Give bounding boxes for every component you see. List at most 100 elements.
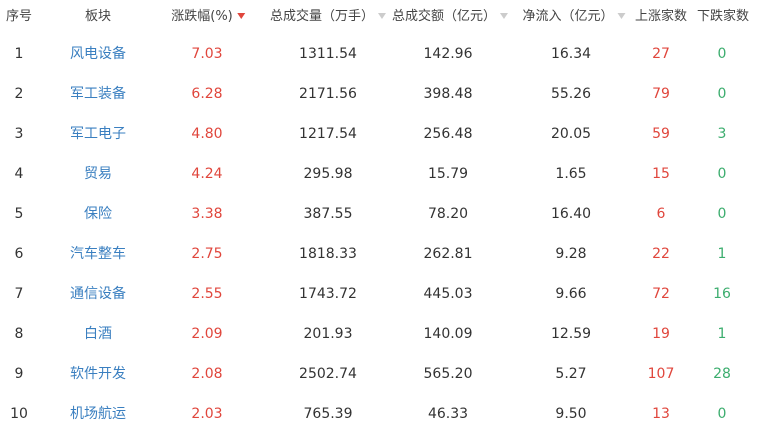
table-header: 序号 板块 涨跌幅(%) 总成交量（万手） 总成交额（亿元） 净流入（亿元） 上… [0, 0, 759, 40]
cell-volume: 765.39 [303, 406, 353, 422]
cell-inflow: 1.65 [555, 166, 587, 182]
cell-sector[interactable]: 保险 [84, 206, 112, 222]
cell-rank: 7 [14, 286, 24, 302]
cell-up-count: 72 [652, 286, 670, 302]
cell-rank: 6 [14, 246, 24, 262]
cell-sector[interactable]: 软件开发 [70, 366, 126, 382]
cell-change: 7.03 [191, 46, 223, 62]
header-rank: 序号 [5, 9, 33, 24]
table-row[interactable]: 8 白酒 2.09 201.93 140.09 12.59 19 1 [0, 314, 759, 354]
header-inflow[interactable]: 净流入（亿元） [522, 0, 626, 34]
cell-inflow: 55.26 [550, 86, 592, 102]
cell-sector[interactable]: 机场航运 [70, 406, 126, 422]
cell-sector[interactable]: 白酒 [84, 326, 112, 342]
cell-amount: 398.48 [423, 86, 473, 102]
cell-amount: 565.20 [423, 366, 473, 382]
table-row[interactable]: 10 机场航运 2.03 765.39 46.33 9.50 13 0 [0, 394, 759, 429]
cell-down-count: 0 [717, 86, 727, 102]
cell-up-count: 19 [652, 326, 670, 342]
cell-sector[interactable]: 军工电子 [70, 126, 126, 142]
cell-amount: 15.79 [427, 166, 469, 182]
header-down-count: 下跌家数 [696, 9, 750, 24]
cell-sector[interactable]: 风电设备 [70, 46, 126, 62]
cell-down-count: 16 [713, 286, 731, 302]
header-change-label: 涨跌幅(%) [171, 9, 233, 24]
cell-down-count: 0 [717, 46, 727, 62]
cell-up-count: 6 [656, 206, 666, 222]
cell-inflow: 12.59 [550, 326, 592, 342]
table-row[interactable]: 6 汽车整车 2.75 1818.33 262.81 9.28 22 1 [0, 234, 759, 274]
table-row[interactable]: 1 风电设备 7.03 1311.54 142.96 16.34 27 0 [0, 34, 759, 74]
cell-change: 6.28 [191, 86, 223, 102]
cell-down-count: 28 [713, 366, 731, 382]
cell-inflow: 9.66 [555, 286, 587, 302]
cell-change: 2.55 [191, 286, 223, 302]
cell-up-count: 79 [652, 86, 670, 102]
cell-inflow: 20.05 [550, 126, 592, 142]
cell-down-count: 0 [717, 166, 727, 182]
cell-amount: 256.48 [423, 126, 473, 142]
cell-rank: 3 [14, 126, 24, 142]
cell-volume: 295.98 [303, 166, 353, 182]
cell-up-count: 27 [652, 46, 670, 62]
cell-rank: 10 [10, 406, 28, 422]
cell-rank: 2 [14, 86, 24, 102]
table-row[interactable]: 3 军工电子 4.80 1217.54 256.48 20.05 59 3 [0, 114, 759, 154]
sort-icon[interactable] [378, 13, 387, 19]
table-row[interactable]: 4 贸易 4.24 295.98 15.79 1.65 15 0 [0, 154, 759, 194]
cell-up-count: 22 [652, 246, 670, 262]
header-sector: 板块 [84, 9, 112, 24]
cell-inflow: 9.50 [555, 406, 587, 422]
header-inflow-label: 净流入（亿元） [522, 9, 614, 24]
cell-volume: 1743.72 [299, 286, 357, 302]
cell-down-count: 1 [717, 326, 727, 342]
cell-change: 2.09 [191, 326, 223, 342]
header-change[interactable]: 涨跌幅(%) [171, 0, 245, 34]
cell-amount: 262.81 [423, 246, 473, 262]
cell-up-count: 15 [652, 166, 670, 182]
cell-down-count: 0 [717, 206, 727, 222]
table-row[interactable]: 5 保险 3.38 387.55 78.20 16.40 6 0 [0, 194, 759, 234]
cell-down-count: 0 [717, 406, 727, 422]
cell-volume: 1818.33 [299, 246, 357, 262]
cell-inflow: 16.34 [550, 46, 592, 62]
sort-icon[interactable] [500, 13, 509, 19]
cell-volume: 387.55 [303, 206, 353, 222]
cell-volume: 1217.54 [299, 126, 357, 142]
cell-up-count: 59 [652, 126, 670, 142]
cell-sector[interactable]: 通信设备 [70, 286, 126, 302]
table-row[interactable]: 9 软件开发 2.08 2502.74 565.20 5.27 107 28 [0, 354, 759, 394]
sort-icon[interactable] [617, 13, 626, 19]
cell-inflow: 16.40 [550, 206, 592, 222]
cell-inflow: 5.27 [555, 366, 587, 382]
cell-up-count: 107 [647, 366, 675, 382]
cell-volume: 2502.74 [299, 366, 357, 382]
cell-change: 4.80 [191, 126, 223, 142]
cell-volume: 201.93 [303, 326, 353, 342]
cell-volume: 1311.54 [299, 46, 357, 62]
cell-amount: 78.20 [427, 206, 469, 222]
sort-desc-icon[interactable] [236, 13, 245, 19]
header-volume-label: 总成交量（万手） [269, 9, 375, 24]
cell-sector[interactable]: 汽车整车 [70, 246, 126, 262]
cell-change: 2.08 [191, 366, 223, 382]
cell-amount: 445.03 [423, 286, 473, 302]
cell-change: 2.03 [191, 406, 223, 422]
cell-rank: 5 [14, 206, 24, 222]
cell-rank: 4 [14, 166, 24, 182]
cell-rank: 8 [14, 326, 24, 342]
cell-sector[interactable]: 军工装备 [70, 86, 126, 102]
cell-amount: 142.96 [423, 46, 473, 62]
cell-rank: 1 [14, 46, 24, 62]
header-amount[interactable]: 总成交额（亿元） [391, 0, 509, 34]
cell-sector[interactable]: 贸易 [84, 166, 112, 182]
cell-inflow: 9.28 [555, 246, 587, 262]
cell-up-count: 13 [652, 406, 670, 422]
cell-down-count: 3 [717, 126, 727, 142]
header-volume[interactable]: 总成交量（万手） [269, 0, 387, 34]
table-row[interactable]: 2 军工装备 6.28 2171.56 398.48 55.26 79 0 [0, 74, 759, 114]
table-row[interactable]: 7 通信设备 2.55 1743.72 445.03 9.66 72 16 [0, 274, 759, 314]
header-amount-label: 总成交额（亿元） [391, 9, 497, 24]
header-up-count: 上涨家数 [634, 9, 688, 24]
cell-change: 3.38 [191, 206, 223, 222]
